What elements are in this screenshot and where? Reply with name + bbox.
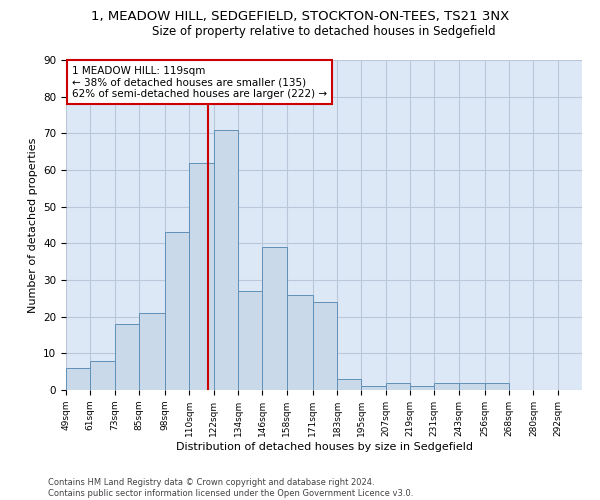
Bar: [337, 379, 361, 390]
Bar: [90, 360, 115, 390]
Text: Contains HM Land Registry data © Crown copyright and database right 2024.
Contai: Contains HM Land Registry data © Crown c…: [48, 478, 413, 498]
Bar: [386, 382, 410, 390]
Bar: [287, 294, 313, 390]
X-axis label: Distribution of detached houses by size in Sedgefield: Distribution of detached houses by size …: [176, 442, 473, 452]
Bar: [262, 247, 287, 390]
Bar: [115, 324, 139, 390]
Bar: [190, 162, 214, 390]
Bar: [139, 313, 165, 390]
Text: 1, MEADOW HILL, SEDGEFIELD, STOCKTON-ON-TEES, TS21 3NX: 1, MEADOW HILL, SEDGEFIELD, STOCKTON-ON-…: [91, 10, 509, 23]
Bar: [361, 386, 386, 390]
Bar: [434, 382, 458, 390]
Bar: [485, 382, 509, 390]
Bar: [410, 386, 434, 390]
Text: 1 MEADOW HILL: 119sqm
← 38% of detached houses are smaller (135)
62% of semi-det: 1 MEADOW HILL: 119sqm ← 38% of detached …: [72, 66, 327, 98]
Bar: [313, 302, 337, 390]
Bar: [458, 382, 485, 390]
Bar: [66, 368, 90, 390]
Title: Size of property relative to detached houses in Sedgefield: Size of property relative to detached ho…: [152, 25, 496, 38]
Y-axis label: Number of detached properties: Number of detached properties: [28, 138, 38, 312]
Bar: [214, 130, 238, 390]
Bar: [165, 232, 190, 390]
Bar: [238, 291, 262, 390]
